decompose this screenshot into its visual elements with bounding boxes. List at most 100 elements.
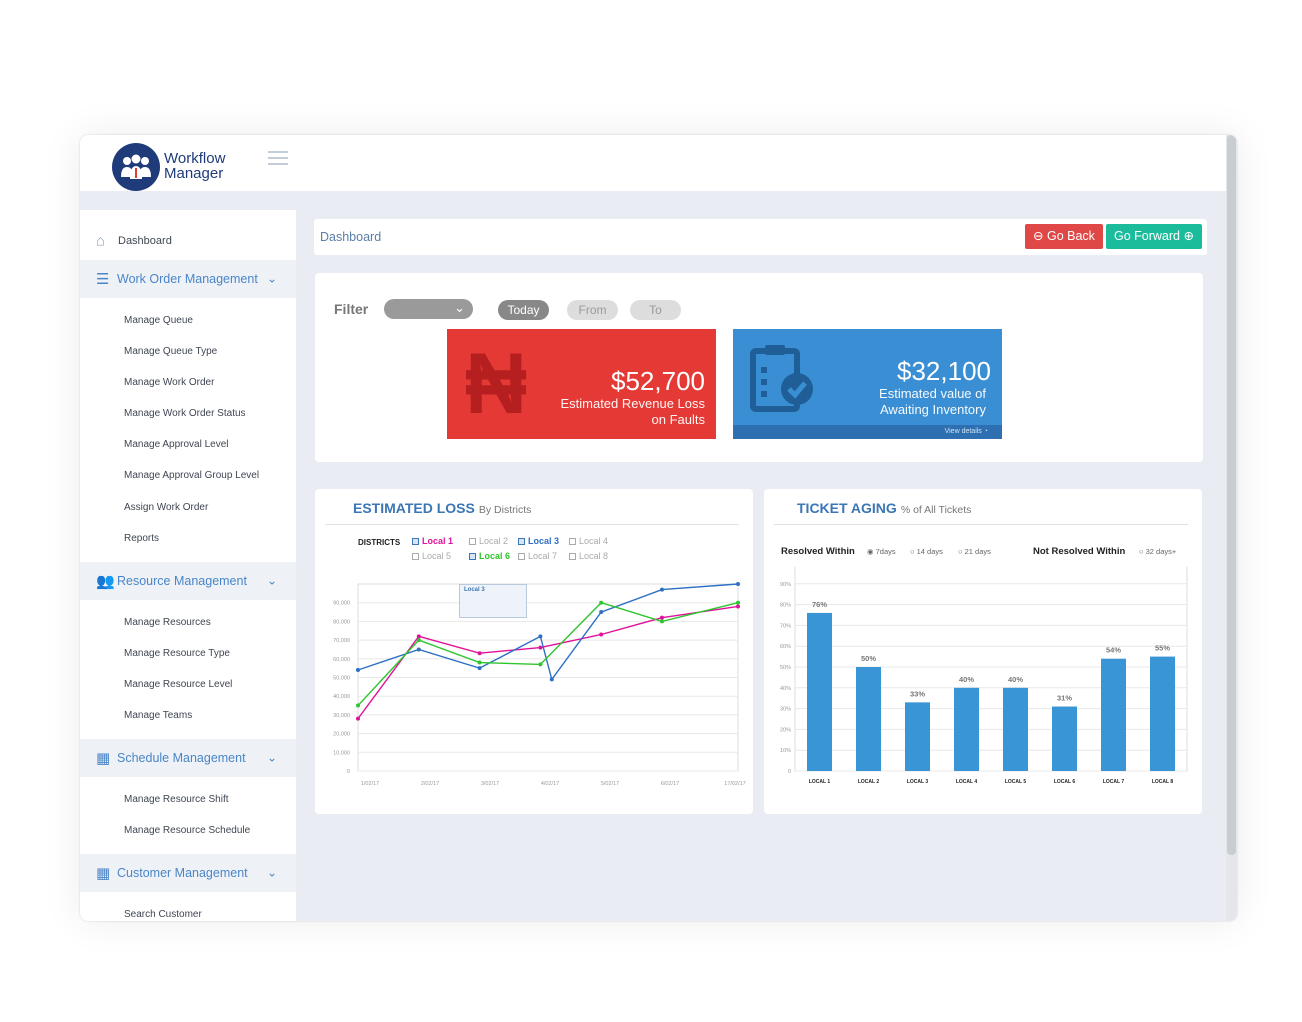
sidebar-item-manage-resource-type[interactable]: Manage Resource Type [124, 648, 230, 659]
sidebar-item-manage-resources[interactable]: Manage Resources [124, 617, 211, 628]
sidebar-item-manage-work-order-status[interactable]: Manage Work Order Status [124, 408, 246, 419]
ticket-aging-chart: 010%20%30%40%50%60%70%80%90%100%76%LOCAL… [780, 567, 1188, 785]
checkbox-icon[interactable] [518, 553, 525, 561]
option-14days[interactable]: ○ 14 days [910, 547, 943, 556]
breadcrumb-label[interactable]: Dashboard [320, 230, 382, 244]
sidebar-item-dashboard[interactable]: ⌂ Dashboard [80, 229, 296, 253]
sidebar-group-customer[interactable]: ▦ Customer Management ⌄ [80, 854, 296, 892]
divider [325, 524, 739, 525]
checkbox-icon[interactable] [569, 553, 576, 561]
sidebar-item-manage-work-order[interactable]: Manage Work Order [124, 377, 215, 388]
sidebar-group-schedule[interactable]: ▦ Schedule Management ⌄ [80, 739, 296, 777]
checkbox-icon[interactable] [412, 553, 419, 561]
bar [954, 687, 979, 771]
option-21days[interactable]: ○ 21 days [958, 547, 991, 556]
legend-item-local-6[interactable]: Local 6 [469, 551, 510, 561]
chevron-down-icon: ⌄ [267, 573, 278, 588]
checkbox-icon[interactable] [469, 553, 476, 561]
sidebar-group-label: Customer Management [117, 866, 248, 880]
checkbox-icon[interactable] [569, 538, 576, 546]
sidebar: ⌂ Dashboard ☰ Work Order Management ⌄ Ma… [80, 210, 296, 921]
y-tick-label: 20% [780, 727, 791, 733]
from-button[interactable]: From [567, 300, 618, 320]
chevron-down-icon: ⌄ [454, 300, 465, 315]
clipboard-check-icon [750, 345, 813, 412]
sidebar-item-manage-resource-level[interactable]: Manage Resource Level [124, 679, 233, 690]
y-tick-label: 70,000 [333, 638, 350, 644]
bar [807, 612, 832, 771]
x-tick-label: 3/02/17 [481, 781, 499, 787]
legend-item-local-3[interactable]: Local 3 [518, 536, 559, 546]
estimated-loss-title-text: ESTIMATED LOSS [353, 500, 475, 516]
sidebar-item-manage-resource-schedule[interactable]: Manage Resource Schedule [124, 825, 251, 836]
home-icon: ⌂ [96, 232, 106, 250]
legend-item-local-7[interactable]: Local 7 [518, 551, 557, 561]
x-tick-label: 6/02/17 [661, 781, 679, 787]
sidebar-item-manage-teams[interactable]: Manage Teams [124, 710, 193, 721]
data-point [538, 645, 543, 650]
app-window: Workflow Manager ⌂ Dashboard ☰ Work Orde… [80, 135, 1237, 921]
legend-item-local-8[interactable]: Local 8 [569, 551, 608, 561]
legend-item-local-5[interactable]: Local 5 [412, 551, 451, 561]
sidebar-item-search-customer[interactable]: Search Customer [124, 909, 202, 920]
users-icon: 👥 [96, 573, 115, 590]
checkbox-icon[interactable] [412, 538, 419, 546]
ticket-aging-subtitle: % of All Tickets [900, 504, 972, 516]
view-details-label: View details [944, 428, 982, 435]
inventory-label-2: Awaiting Inventory [880, 402, 986, 417]
arrow-left-circle-icon: ⊖ [1033, 229, 1044, 243]
districts-label: DISTRICTS [358, 538, 401, 547]
tooltip-title: Local 3 [464, 587, 485, 593]
legend-item-local-1[interactable]: Local 1 [412, 536, 453, 546]
go-back-button[interactable]: ⊖ Go Back [1025, 224, 1103, 249]
filter-label: Filter [334, 301, 369, 317]
sidebar-item-assign-work-order[interactable]: Assign Work Order [124, 502, 209, 513]
estimated-loss-chart: 0 10,000 20,000 30,000 40,000 50,000 60,000 70,… [333, 582, 746, 787]
naira-icon: ₦ [465, 336, 528, 432]
revenue-loss-card[interactable]: ₦ $52,700 Estimated Revenue Loss on Faul… [447, 329, 716, 439]
not-resolved-within-label: Not Resolved Within [1033, 546, 1126, 557]
y-tick-label: 70% [780, 623, 791, 629]
divider [774, 524, 1188, 525]
filter-panel: Filter ⌄ Today From To ₦ $52,700 Estimat… [315, 273, 1203, 462]
inventory-card[interactable]: $32,100 Estimated value of Awaiting Inve… [733, 329, 1002, 439]
x-tick-label: LOCAL 3 [907, 779, 929, 785]
sidebar-item-manage-queue-type[interactable]: Manage Queue Type [124, 346, 218, 357]
option-7days[interactable]: ◉ 7days [867, 547, 896, 556]
today-button[interactable]: Today [498, 300, 549, 320]
hamburger-menu-icon[interactable] [268, 151, 288, 165]
sidebar-item-manage-approval-level[interactable]: Manage Approval Level [124, 439, 229, 450]
sidebar-item-manage-approval-group-level[interactable]: Manage Approval Group Level [124, 470, 260, 481]
legend-item-local-2[interactable]: Local 2 [469, 536, 508, 546]
bar [905, 702, 930, 771]
sidebar-item-manage-queue[interactable]: Manage Queue [124, 315, 193, 326]
filter-dropdown[interactable]: ⌄ [384, 299, 473, 319]
sidebar-group-work-order[interactable]: ☰ Work Order Management ⌄ [80, 260, 296, 298]
server-icon: ☰ [96, 271, 110, 288]
page-scrollbar-thumb[interactable] [1227, 135, 1236, 855]
arrow-right-circle-icon: ⊕ [1183, 229, 1194, 243]
go-forward-button[interactable]: Go Forward ⊕ [1106, 224, 1202, 249]
data-point [736, 582, 740, 586]
sidebar-item-reports[interactable]: Reports [124, 533, 160, 544]
to-button[interactable]: To [630, 300, 681, 320]
sidebar-item-manage-resource-shift[interactable]: Manage Resource Shift [124, 794, 229, 805]
checkbox-icon[interactable] [518, 538, 525, 546]
x-tick-label: LOCAL 8 [1152, 779, 1174, 785]
series-line-local-3 [357, 583, 739, 681]
option-32days[interactable]: ○ 32 days+ [1139, 547, 1177, 556]
chevron-down-icon: ⌄ [267, 865, 278, 880]
y-tick-label: 80,000 [333, 619, 350, 625]
calendar-icon: ▦ [96, 865, 111, 882]
legend-item-local-4[interactable]: Local 4 [569, 536, 608, 546]
y-tick-label: 60% [780, 644, 791, 650]
view-details-link[interactable]: View details ◔ [733, 425, 1002, 439]
y-tick-label: 50% [780, 665, 791, 671]
checkbox-icon[interactable] [469, 538, 476, 546]
bar [1052, 706, 1077, 771]
legend-label: Local 6 [479, 551, 511, 561]
sidebar-group-label: Schedule Management [117, 751, 246, 765]
data-point [477, 651, 482, 656]
calendar-icon: ▦ [96, 750, 111, 767]
sidebar-group-resource[interactable]: 👥 Resource Management ⌄ [80, 562, 296, 600]
